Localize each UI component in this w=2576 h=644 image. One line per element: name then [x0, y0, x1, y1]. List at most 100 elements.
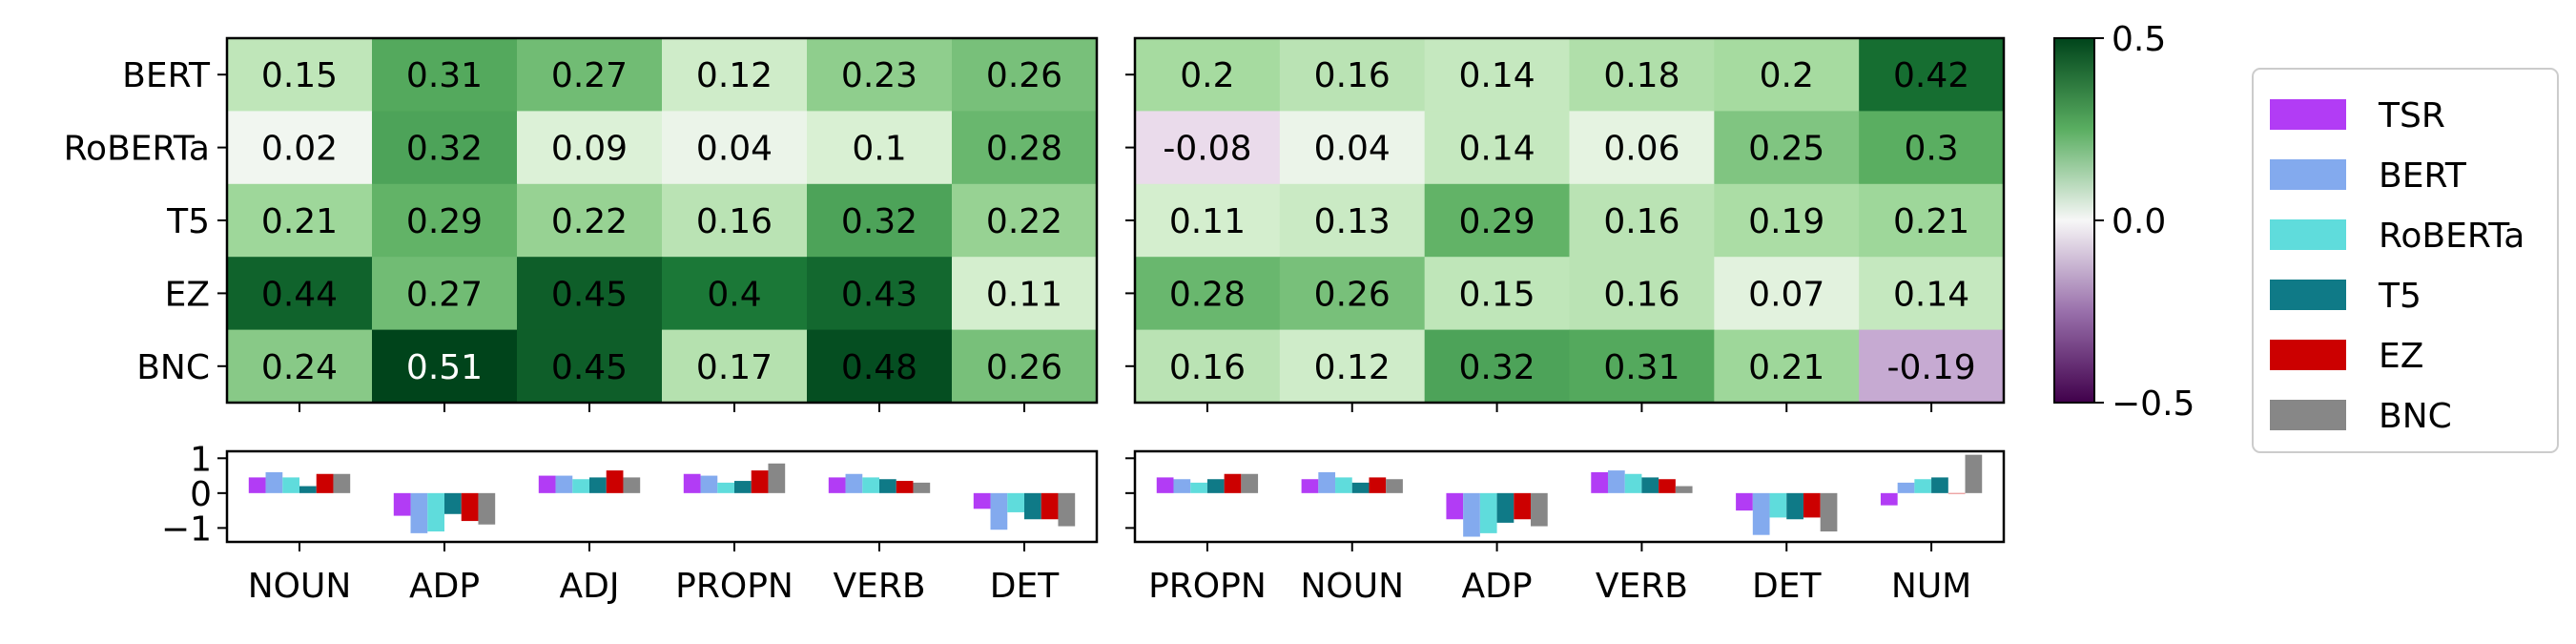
bar-roberta-adj	[572, 479, 589, 493]
heat-value-label: 0.02	[261, 130, 338, 169]
colorbar-tick-label: 0.0	[2112, 202, 2166, 241]
heat-cell-roberta-adp	[1424, 111, 1570, 185]
heat-cell-roberta-det	[952, 111, 1098, 185]
row-label-bnc: BNC	[136, 348, 210, 387]
heat-cell-bnc-verb	[1569, 329, 1715, 404]
heat-value-label: 0.4	[707, 275, 761, 314]
x-tick-label-adj: ADJ	[560, 567, 620, 606]
heat-cell-ez-noun	[1279, 257, 1426, 331]
row-label-t5: T5	[166, 202, 210, 241]
heat-value-label: 0.27	[406, 275, 483, 314]
bar-chart-left: NOUN ADP ADJ PROPN VERB DET 10−1	[161, 440, 1099, 606]
heat-cell-t5-noun	[227, 183, 373, 258]
x-tick-label-propn: PROPN	[675, 567, 793, 606]
heat-value-label: -0.08	[1163, 130, 1251, 169]
heat-cell-t5-propn	[662, 183, 808, 258]
heat-cell-roberta-det	[1714, 111, 1860, 185]
heat-value-label: 0.22	[551, 202, 628, 241]
heat-cell-ez-propn	[1135, 257, 1281, 331]
heat-cell-bnc-det	[952, 329, 1098, 404]
bar-tsr-verb	[828, 477, 846, 493]
heat-value-label: 0.12	[1314, 348, 1391, 387]
heat-value-label: 0.21	[1748, 348, 1824, 387]
bar-bert-noun	[1318, 471, 1336, 493]
heat-cell-bnc-num	[1859, 329, 2005, 404]
bar-bert-noun	[265, 471, 283, 493]
y-tick-label: 0	[190, 475, 212, 514]
y-tick-label: 1	[190, 440, 212, 479]
heat-value-label: -0.19	[1887, 348, 1976, 387]
heat-cell-bert-propn	[662, 38, 808, 112]
heat-value-label: 0.04	[696, 130, 773, 169]
heat-value-label: 0.28	[986, 130, 1062, 169]
heat-value-label: 0.22	[986, 202, 1062, 241]
x-tick-label-verb: VERB	[833, 567, 925, 606]
x-tick-label-verb: VERB	[1596, 567, 1688, 606]
bar-chart-right: PROPN NOUN ADP VERB DET NUM	[1125, 449, 2006, 606]
heat-value-label: 0.27	[551, 56, 628, 95]
legend-label-tsr: TSR	[2378, 96, 2445, 135]
heat-value-label: 0.48	[841, 348, 917, 387]
heat-value-label: 0.24	[261, 348, 338, 387]
heat-value-label: 0.42	[1893, 56, 1969, 95]
heat-value-label: 0.14	[1893, 275, 1969, 314]
bar-t5-det	[1024, 492, 1041, 520]
heat-cell-roberta-adj	[517, 111, 663, 185]
heat-cell-roberta-propn	[662, 111, 808, 185]
bar-ez-adp	[461, 492, 479, 522]
heat-value-label: 0.07	[1748, 275, 1824, 314]
bar-roberta-verb	[862, 477, 879, 493]
bar-bnc-adp	[1531, 492, 1548, 527]
bar-t5-adp	[444, 492, 462, 514]
heat-cell-t5-adp	[372, 183, 518, 258]
heat-value-label: 0.32	[406, 130, 483, 169]
heat-cell-ez-adp	[372, 257, 518, 331]
heat-cell-t5-num	[1859, 183, 2005, 258]
bar-tsr-noun	[248, 477, 266, 493]
bar-plot-background	[227, 451, 1097, 542]
heat-value-label: 0.31	[406, 56, 483, 95]
legend-label-ez: EZ	[2379, 337, 2423, 376]
heat-cell-t5-det	[1714, 183, 1860, 258]
colorbar-tick-label: −0.5	[2112, 384, 2195, 424]
heatmap-left: 0.15 0.31 0.27 0.12 0.23 0.26 0.02 0.32 0.09 0.04…	[64, 36, 1099, 412]
legend-swatch-tsr	[2270, 99, 2346, 130]
heat-cell-t5-adj	[517, 183, 663, 258]
bar-tsr-adj	[538, 475, 556, 493]
bar-roberta-propn	[1190, 482, 1207, 493]
bar-roberta-det	[1769, 492, 1787, 518]
bar-t5-det	[1786, 492, 1803, 520]
bar-bert-adp	[1463, 492, 1480, 537]
heat-value-label: 0.23	[841, 56, 917, 95]
legend-label-bert: BERT	[2379, 156, 2467, 196]
heat-value-label: 0.16	[1169, 348, 1246, 387]
heat-value-label: 0.16	[1603, 202, 1680, 241]
x-tick-label-propn: PROPN	[1148, 567, 1267, 606]
heat-value-label: 0.3	[1904, 130, 1958, 169]
heat-value-label: 0.16	[1314, 56, 1391, 95]
bar-roberta-verb	[1624, 473, 1642, 493]
heat-value-label: 0.2	[1760, 56, 1814, 95]
heat-value-label: 0.43	[841, 275, 917, 314]
heat-cell-bert-num	[1859, 38, 2005, 112]
heat-cell-ez-det	[1714, 257, 1860, 331]
bar-roberta-adp	[1479, 492, 1497, 533]
bar-t5-num	[1931, 477, 1948, 493]
heat-value-label: 0.11	[1169, 202, 1246, 241]
heat-value-label: 0.29	[406, 202, 483, 241]
heat-value-label: 0.12	[696, 56, 773, 95]
heat-value-label: 0.45	[551, 275, 628, 314]
bar-roberta-noun	[1335, 477, 1352, 493]
bar-bnc-adp	[478, 492, 496, 525]
legend-swatch-bert	[2270, 159, 2346, 190]
heat-cell-bert-det	[952, 38, 1098, 112]
heat-value-label: 0.28	[1169, 275, 1246, 314]
bar-t5-propn	[734, 481, 752, 493]
bar-bert-verb	[1607, 470, 1625, 493]
y-tick-label: −1	[161, 509, 212, 549]
bar-tsr-det	[1736, 492, 1753, 511]
heat-value-label: 0.17	[696, 348, 773, 387]
bar-roberta-det	[1007, 492, 1024, 512]
